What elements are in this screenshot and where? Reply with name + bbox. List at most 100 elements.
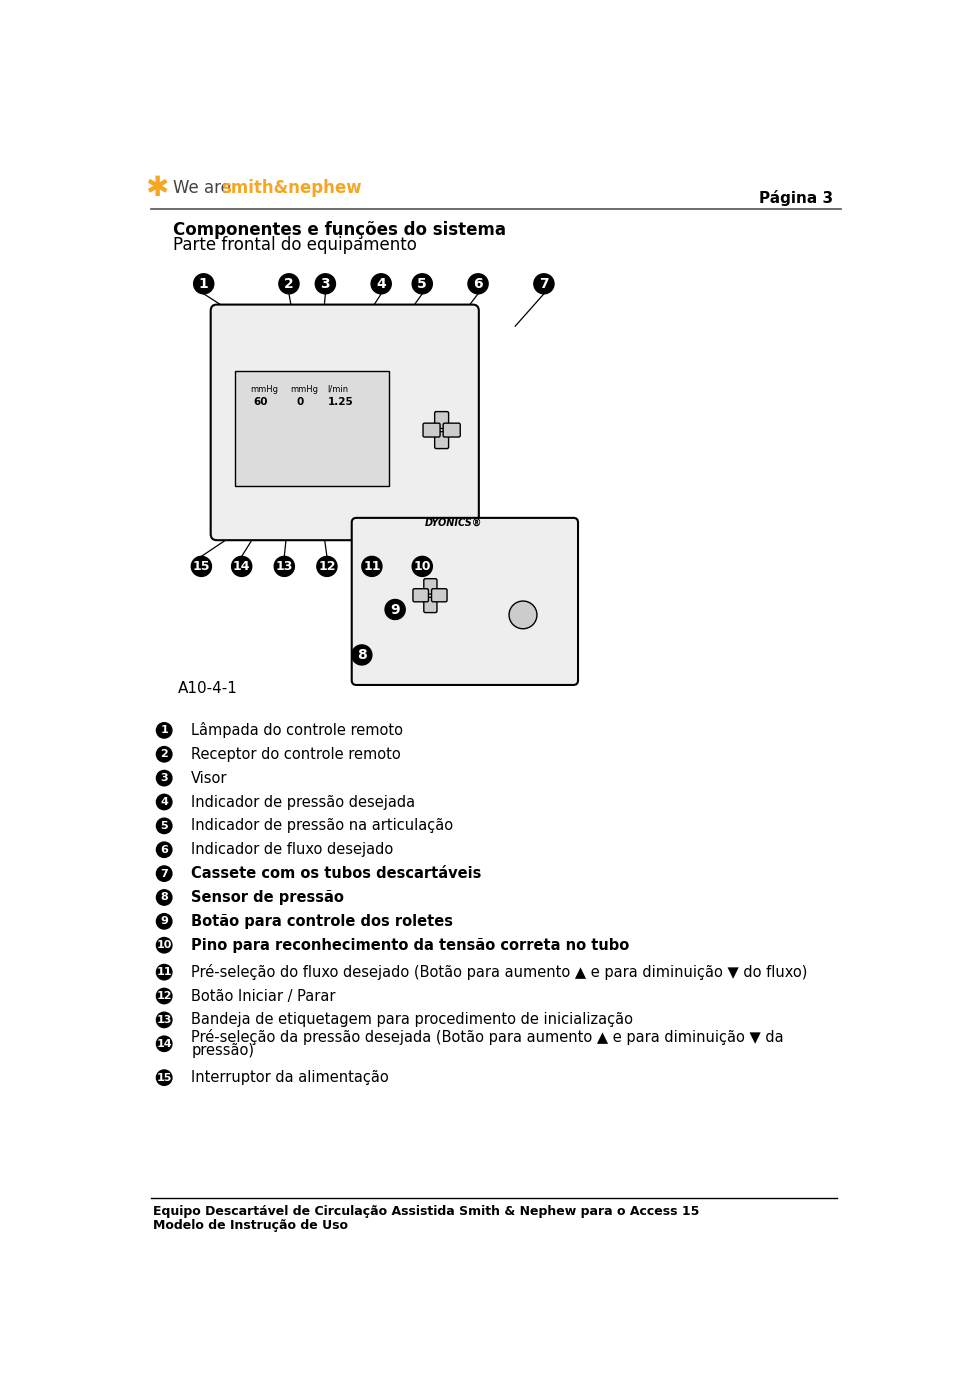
Text: Botão para controle dos roletes: Botão para controle dos roletes (191, 914, 453, 928)
Text: mmHg: mmHg (251, 385, 278, 394)
Circle shape (412, 557, 432, 577)
Text: Receptor do controle remoto: Receptor do controle remoto (191, 747, 401, 762)
FancyBboxPatch shape (435, 412, 448, 429)
Text: 13: 13 (276, 560, 293, 572)
FancyBboxPatch shape (444, 423, 460, 437)
FancyBboxPatch shape (210, 304, 479, 540)
Text: 6: 6 (160, 845, 168, 854)
Text: 3: 3 (160, 773, 168, 783)
FancyBboxPatch shape (234, 371, 389, 486)
Text: Página 3: Página 3 (758, 190, 833, 205)
Text: 12: 12 (156, 991, 172, 1001)
Text: 15: 15 (193, 560, 210, 572)
Text: 14: 14 (233, 560, 251, 572)
Text: Indicador de pressão na articulação: Indicador de pressão na articulação (191, 818, 453, 833)
Text: 4: 4 (160, 797, 168, 807)
Text: 9: 9 (160, 916, 168, 927)
Circle shape (191, 557, 211, 577)
Text: 2: 2 (160, 750, 168, 759)
Text: 1: 1 (160, 726, 168, 736)
Text: 14: 14 (156, 1039, 172, 1048)
Text: 1.25: 1.25 (327, 396, 353, 406)
Text: Botão Iniciar / Parar: Botão Iniciar / Parar (191, 988, 336, 1004)
Text: 9: 9 (391, 603, 400, 617)
Text: Parte frontal do equipamento: Parte frontal do equipamento (173, 236, 417, 254)
Circle shape (468, 274, 488, 293)
Text: pressão): pressão) (191, 1043, 254, 1058)
Text: Indicador de pressão desejada: Indicador de pressão desejada (191, 794, 416, 810)
Circle shape (231, 557, 252, 577)
Circle shape (156, 938, 172, 953)
Text: 6: 6 (473, 276, 483, 290)
FancyBboxPatch shape (423, 597, 437, 613)
Circle shape (156, 889, 172, 905)
Text: Bandeja de etiquetagem para procedimento de inicialização: Bandeja de etiquetagem para procedimento… (191, 1012, 634, 1027)
Text: DYONICS®: DYONICS® (424, 518, 482, 528)
Circle shape (156, 794, 172, 810)
Circle shape (156, 1036, 172, 1051)
Circle shape (194, 274, 214, 293)
Text: Interruptor da alimentação: Interruptor da alimentação (191, 1071, 389, 1085)
FancyBboxPatch shape (432, 589, 447, 602)
Text: 4: 4 (376, 276, 386, 290)
Text: 1: 1 (199, 276, 208, 290)
Circle shape (156, 1012, 172, 1027)
Text: 2: 2 (284, 276, 294, 290)
Circle shape (156, 988, 172, 1004)
Circle shape (385, 599, 405, 620)
FancyBboxPatch shape (423, 423, 440, 437)
Text: 10: 10 (414, 560, 431, 572)
Circle shape (315, 274, 335, 293)
Circle shape (317, 557, 337, 577)
Circle shape (275, 557, 295, 577)
Text: 5: 5 (160, 821, 168, 831)
Circle shape (362, 557, 382, 577)
Circle shape (156, 1069, 172, 1085)
Text: Pré-seleção da pressão desejada (Botão para aumento ▲ e para diminuição ▼ da: Pré-seleção da pressão desejada (Botão p… (191, 1029, 784, 1044)
Text: Indicador de fluxo desejado: Indicador de fluxo desejado (191, 842, 394, 857)
Text: 60: 60 (253, 396, 268, 406)
Text: A10-4-1: A10-4-1 (179, 680, 238, 695)
Text: 7: 7 (160, 868, 168, 878)
Circle shape (156, 747, 172, 762)
Circle shape (156, 965, 172, 980)
Text: 3: 3 (321, 276, 330, 290)
FancyBboxPatch shape (413, 589, 428, 602)
Text: Sensor de pressão: Sensor de pressão (191, 891, 345, 905)
Circle shape (372, 274, 392, 293)
Text: 0: 0 (297, 396, 304, 406)
Circle shape (509, 602, 537, 628)
Text: 15: 15 (156, 1072, 172, 1083)
Text: 11: 11 (156, 967, 172, 977)
Text: 8: 8 (357, 648, 367, 662)
Circle shape (278, 274, 299, 293)
Text: 7: 7 (540, 276, 549, 290)
Text: Cassete com os tubos descartáveis: Cassete com os tubos descartáveis (191, 866, 482, 881)
Text: ✱: ✱ (146, 173, 169, 201)
Circle shape (156, 723, 172, 738)
FancyBboxPatch shape (351, 518, 578, 685)
Text: 12: 12 (318, 560, 336, 572)
Text: Visor: Visor (191, 771, 228, 786)
Text: 5: 5 (418, 276, 427, 290)
Circle shape (156, 913, 172, 930)
FancyBboxPatch shape (423, 579, 437, 595)
FancyBboxPatch shape (435, 431, 448, 448)
Text: smith&nephew: smith&nephew (221, 179, 361, 197)
Text: 8: 8 (160, 892, 168, 902)
Circle shape (534, 274, 554, 293)
Text: 10: 10 (156, 941, 172, 951)
Circle shape (156, 842, 172, 857)
Text: Componentes e funções do sistema: Componentes e funções do sistema (173, 221, 506, 239)
Text: Pré-seleção do fluxo desejado (Botão para aumento ▲ e para diminuição ▼ do fluxo: Pré-seleção do fluxo desejado (Botão par… (191, 965, 807, 980)
Circle shape (156, 866, 172, 881)
Text: 11: 11 (363, 560, 380, 572)
Text: mmHg: mmHg (291, 385, 319, 394)
Text: Lâmpada do controle remoto: Lâmpada do controle remoto (191, 722, 403, 738)
Circle shape (156, 771, 172, 786)
Circle shape (156, 818, 172, 833)
Circle shape (351, 645, 372, 664)
Text: Equipo Descartável de Circulação Assistida Smith & Nephew para o Access 15: Equipo Descartável de Circulação Assisti… (153, 1205, 699, 1219)
Text: Pino para reconhecimento da tensão correta no tubo: Pino para reconhecimento da tensão corre… (191, 938, 630, 952)
Circle shape (412, 274, 432, 293)
